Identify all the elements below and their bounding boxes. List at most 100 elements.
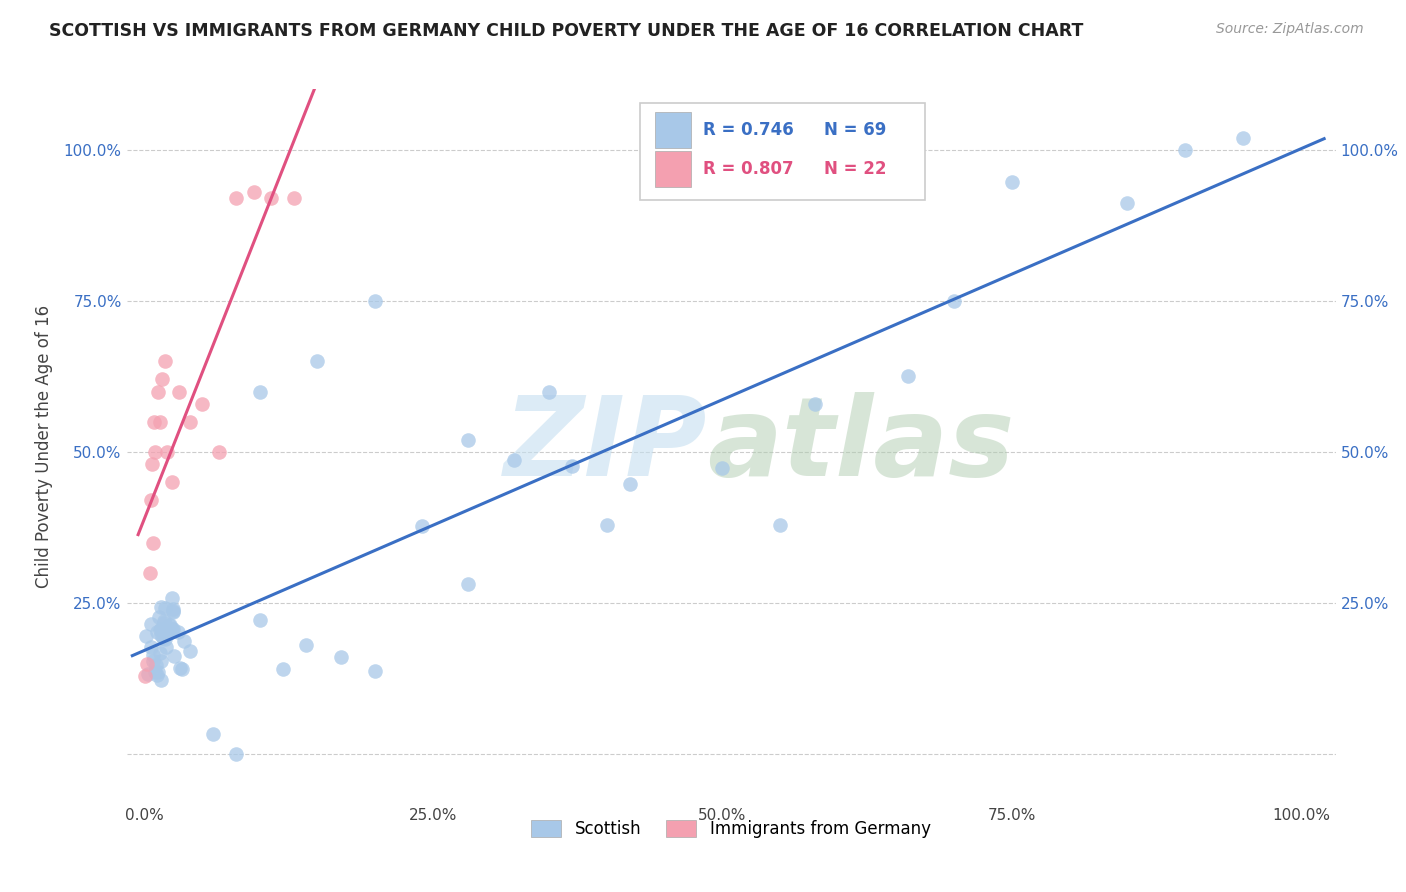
Point (149, 623, 172, 637)
Point (150, 624, 173, 638)
Point (150, 628, 173, 642)
Point (162, 603, 184, 617)
Point (243, 185, 266, 199)
Point (159, 626, 181, 640)
Point (167, 625, 190, 640)
Point (138, 566, 160, 580)
Point (942, 293, 965, 308)
Point (1174, 143, 1197, 157)
Point (208, 445, 231, 459)
Point (143, 415, 166, 429)
Point (295, 638, 318, 652)
Point (364, 293, 387, 308)
Point (307, 354, 329, 368)
Point (162, 601, 184, 615)
Point (134, 669, 156, 683)
Point (153, 614, 176, 628)
FancyBboxPatch shape (655, 152, 692, 187)
Point (179, 644, 201, 658)
Point (150, 673, 173, 688)
Point (503, 453, 526, 467)
Point (225, 191, 247, 205)
Point (145, 624, 167, 639)
Point (173, 634, 195, 648)
Point (457, 433, 479, 447)
Point (142, 648, 165, 662)
Point (711, 460, 734, 475)
Point (150, 622, 173, 636)
Point (157, 617, 180, 632)
Point (179, 415, 201, 429)
Point (271, 662, 294, 676)
Point (897, 369, 920, 384)
Point (225, 747, 247, 762)
Point (769, 517, 792, 532)
Point (146, 665, 169, 679)
Point (142, 535, 165, 549)
Point (155, 600, 177, 615)
Point (155, 632, 177, 646)
Point (167, 384, 190, 399)
Point (190, 397, 212, 411)
Point (364, 664, 387, 678)
Point (152, 631, 174, 645)
FancyBboxPatch shape (655, 112, 692, 148)
Point (804, 397, 827, 411)
Point (202, 727, 225, 741)
Point (411, 519, 433, 533)
Point (169, 661, 191, 675)
Point (283, 191, 305, 205)
Point (135, 629, 157, 643)
Point (152, 372, 174, 386)
Point (172, 662, 194, 676)
Point (145, 665, 167, 679)
Text: ZIP: ZIP (503, 392, 707, 500)
Point (139, 493, 162, 508)
Y-axis label: Child Poverty Under the Age of 16: Child Poverty Under the Age of 16 (35, 304, 52, 588)
Point (142, 654, 165, 668)
Point (537, 384, 560, 399)
Point (141, 640, 163, 654)
Point (149, 646, 172, 660)
Point (249, 384, 271, 399)
Point (146, 668, 169, 682)
Text: atlas: atlas (707, 392, 1014, 500)
Legend: Scottish, Immigrants from Germany: Scottish, Immigrants from Germany (524, 813, 938, 845)
Point (619, 476, 641, 491)
Point (150, 654, 173, 668)
Point (1001, 175, 1024, 189)
Point (136, 657, 159, 671)
Point (1116, 196, 1139, 211)
Point (153, 354, 176, 368)
Text: N = 22: N = 22 (824, 161, 887, 178)
Point (136, 666, 159, 681)
Point (156, 445, 179, 459)
Point (159, 618, 181, 632)
Point (457, 577, 479, 591)
Point (148, 610, 170, 624)
Point (149, 415, 172, 429)
Point (1232, 130, 1254, 145)
Point (141, 457, 163, 471)
Point (561, 459, 583, 474)
Point (163, 649, 186, 664)
Text: SCOTTISH VS IMMIGRANTS FROM GERMANY CHILD POVERTY UNDER THE AGE OF 16 CORRELATIO: SCOTTISH VS IMMIGRANTS FROM GERMANY CHIL… (49, 22, 1084, 40)
Point (139, 617, 162, 632)
Point (260, 191, 283, 205)
Point (160, 622, 183, 636)
Text: R = 0.746: R = 0.746 (703, 121, 794, 139)
Point (162, 605, 184, 619)
Point (162, 622, 184, 636)
Point (596, 517, 619, 532)
Text: R = 0.807: R = 0.807 (703, 161, 794, 178)
Text: N = 69: N = 69 (824, 121, 887, 139)
Point (155, 640, 177, 654)
Point (329, 649, 352, 664)
Point (150, 599, 173, 614)
Point (160, 591, 183, 606)
Point (146, 384, 169, 399)
Point (249, 613, 271, 627)
Point (145, 658, 167, 673)
Point (145, 445, 167, 459)
Text: Source: ZipAtlas.com: Source: ZipAtlas.com (1216, 22, 1364, 37)
